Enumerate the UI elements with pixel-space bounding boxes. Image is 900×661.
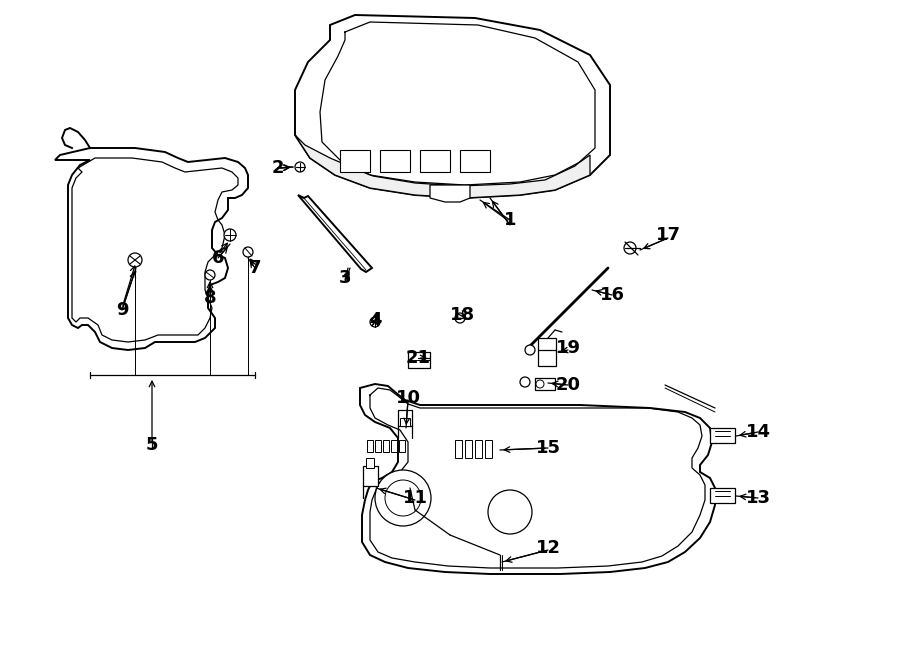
Circle shape — [243, 247, 253, 257]
Text: 12: 12 — [536, 539, 561, 557]
Text: 10: 10 — [395, 389, 420, 407]
Bar — [363, 466, 378, 486]
Bar — [455, 440, 462, 458]
Circle shape — [205, 270, 215, 280]
Circle shape — [375, 470, 431, 526]
Text: 16: 16 — [599, 286, 625, 304]
Bar — [535, 378, 555, 390]
Bar — [408, 352, 430, 368]
Polygon shape — [360, 384, 715, 574]
Polygon shape — [430, 185, 470, 202]
Circle shape — [624, 242, 636, 254]
Circle shape — [370, 317, 380, 327]
Bar — [366, 458, 374, 468]
Bar — [538, 338, 556, 366]
Text: 8: 8 — [203, 289, 216, 307]
Bar — [340, 150, 370, 172]
Polygon shape — [55, 148, 248, 350]
Text: 9: 9 — [116, 301, 128, 319]
Bar — [400, 418, 410, 426]
Bar — [475, 440, 482, 458]
Circle shape — [455, 313, 465, 323]
Text: 2: 2 — [272, 159, 284, 177]
Text: 6: 6 — [212, 249, 224, 267]
Circle shape — [128, 253, 142, 267]
Circle shape — [295, 162, 305, 172]
Text: 15: 15 — [536, 439, 561, 457]
Text: 3: 3 — [338, 269, 351, 287]
Text: 13: 13 — [745, 489, 770, 507]
Circle shape — [536, 380, 544, 388]
Polygon shape — [298, 195, 372, 272]
Circle shape — [224, 229, 236, 241]
Text: 18: 18 — [449, 306, 474, 324]
Polygon shape — [295, 15, 610, 198]
Circle shape — [488, 490, 532, 534]
Text: 20: 20 — [555, 376, 580, 394]
Text: 11: 11 — [402, 489, 428, 507]
Text: 21: 21 — [406, 349, 430, 367]
Circle shape — [525, 345, 535, 355]
Bar — [460, 150, 490, 172]
Text: 4: 4 — [369, 311, 382, 329]
Bar — [710, 488, 735, 503]
Bar — [485, 440, 492, 458]
Bar — [383, 440, 389, 452]
Circle shape — [520, 377, 530, 387]
Bar — [380, 150, 410, 172]
Text: 19: 19 — [555, 339, 580, 357]
Polygon shape — [295, 135, 590, 198]
Text: 7: 7 — [248, 259, 261, 277]
Bar — [420, 150, 450, 172]
Text: 17: 17 — [655, 226, 680, 244]
Text: 1: 1 — [504, 211, 517, 229]
Bar — [399, 440, 405, 452]
Text: 14: 14 — [745, 423, 770, 441]
Bar — [367, 440, 373, 452]
Bar — [375, 440, 381, 452]
Bar — [465, 440, 472, 458]
Circle shape — [385, 480, 421, 516]
Bar — [391, 440, 397, 452]
Bar — [710, 428, 735, 443]
Text: 5: 5 — [146, 436, 158, 454]
Bar — [398, 410, 412, 426]
